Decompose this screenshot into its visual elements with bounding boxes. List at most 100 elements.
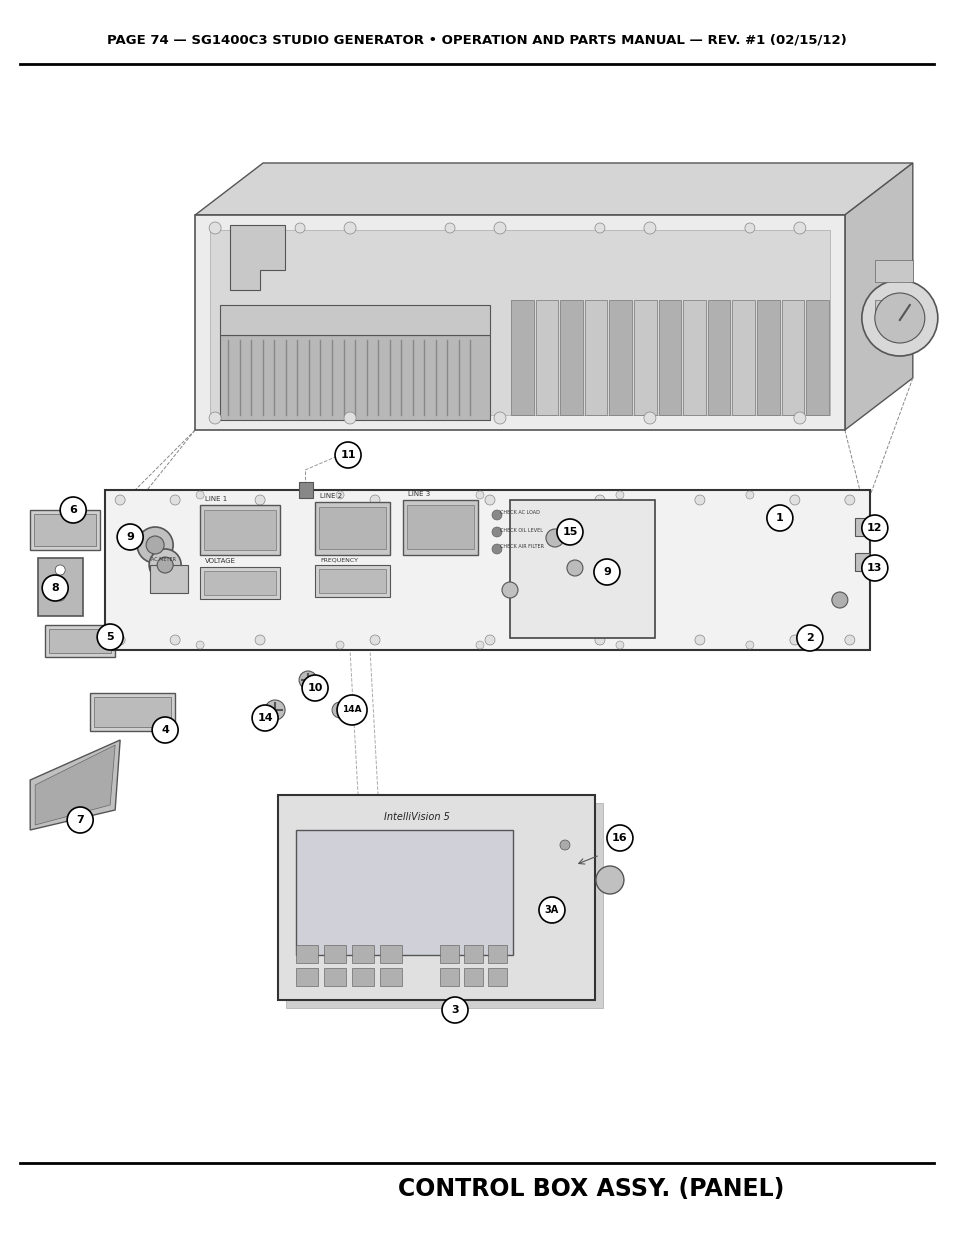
Text: LINE 1: LINE 1 (205, 496, 227, 501)
Circle shape (55, 564, 65, 576)
FancyBboxPatch shape (352, 968, 374, 986)
FancyBboxPatch shape (324, 968, 346, 986)
FancyBboxPatch shape (757, 300, 779, 415)
Polygon shape (30, 740, 120, 830)
Circle shape (302, 676, 328, 701)
FancyBboxPatch shape (732, 300, 754, 415)
Circle shape (566, 559, 582, 576)
Circle shape (55, 592, 65, 601)
Circle shape (146, 536, 164, 555)
Text: 10: 10 (307, 683, 322, 693)
FancyBboxPatch shape (298, 482, 313, 498)
Circle shape (793, 412, 805, 424)
FancyBboxPatch shape (295, 830, 513, 955)
Circle shape (441, 997, 468, 1023)
FancyBboxPatch shape (210, 230, 829, 415)
Circle shape (538, 897, 564, 923)
FancyBboxPatch shape (324, 945, 346, 963)
Circle shape (335, 492, 344, 499)
FancyBboxPatch shape (781, 300, 803, 415)
Text: 1: 1 (775, 513, 783, 522)
Circle shape (492, 510, 501, 520)
Polygon shape (286, 803, 602, 1008)
Circle shape (844, 635, 854, 645)
Circle shape (298, 671, 316, 689)
Circle shape (209, 222, 221, 233)
FancyBboxPatch shape (510, 500, 655, 638)
FancyBboxPatch shape (34, 514, 96, 546)
Text: CHECK OIL LEVEL: CHECK OIL LEVEL (499, 527, 542, 532)
Circle shape (694, 635, 704, 645)
Circle shape (117, 524, 143, 550)
FancyBboxPatch shape (874, 261, 912, 282)
FancyBboxPatch shape (200, 505, 280, 555)
Circle shape (643, 222, 656, 233)
Circle shape (335, 641, 344, 650)
Circle shape (545, 529, 563, 547)
Text: 11: 11 (340, 450, 355, 459)
Circle shape (170, 495, 180, 505)
Circle shape (484, 635, 495, 645)
Circle shape (476, 492, 483, 499)
Polygon shape (230, 225, 285, 290)
FancyBboxPatch shape (220, 335, 490, 420)
Circle shape (157, 557, 172, 573)
Text: 16: 16 (612, 832, 627, 844)
Circle shape (616, 492, 623, 499)
FancyBboxPatch shape (854, 517, 868, 536)
Text: IntelliVision 5: IntelliVision 5 (383, 811, 449, 823)
Text: CHECK AIR FILTER: CHECK AIR FILTER (499, 545, 543, 550)
Circle shape (294, 224, 305, 233)
Circle shape (67, 806, 93, 832)
Circle shape (149, 550, 181, 580)
Circle shape (616, 641, 623, 650)
FancyBboxPatch shape (204, 510, 275, 550)
Text: 3: 3 (451, 1005, 458, 1015)
Circle shape (265, 700, 285, 720)
Text: 9: 9 (126, 532, 134, 542)
FancyBboxPatch shape (584, 300, 607, 415)
FancyBboxPatch shape (511, 300, 533, 415)
Circle shape (796, 625, 822, 651)
Circle shape (789, 495, 799, 505)
FancyBboxPatch shape (379, 968, 401, 986)
Circle shape (745, 492, 753, 499)
FancyBboxPatch shape (874, 300, 912, 322)
Circle shape (595, 495, 604, 505)
FancyBboxPatch shape (314, 501, 390, 555)
FancyBboxPatch shape (407, 505, 474, 550)
Text: CONTROL BOX ASSY. (PANEL): CONTROL BOX ASSY. (PANEL) (397, 1177, 783, 1202)
Text: 7: 7 (76, 815, 84, 825)
Circle shape (252, 705, 277, 731)
FancyBboxPatch shape (402, 500, 477, 555)
Text: 6: 6 (70, 505, 77, 515)
Polygon shape (844, 163, 912, 430)
Polygon shape (195, 163, 912, 215)
FancyBboxPatch shape (91, 693, 175, 731)
FancyBboxPatch shape (658, 300, 680, 415)
FancyBboxPatch shape (295, 945, 317, 963)
FancyBboxPatch shape (488, 968, 506, 986)
Circle shape (595, 224, 604, 233)
FancyBboxPatch shape (220, 305, 490, 335)
Circle shape (137, 527, 172, 563)
Text: 12: 12 (866, 522, 882, 534)
Circle shape (492, 543, 501, 555)
Text: CHECK AC LOAD: CHECK AC LOAD (499, 510, 539, 515)
Circle shape (115, 495, 125, 505)
FancyBboxPatch shape (30, 510, 100, 550)
FancyBboxPatch shape (94, 697, 171, 727)
Circle shape (170, 635, 180, 645)
Text: 5: 5 (106, 632, 113, 642)
FancyBboxPatch shape (200, 567, 280, 599)
Circle shape (606, 825, 632, 851)
Circle shape (60, 496, 86, 522)
FancyBboxPatch shape (379, 945, 401, 963)
Circle shape (831, 592, 847, 608)
Circle shape (557, 519, 582, 545)
Circle shape (332, 701, 348, 718)
FancyBboxPatch shape (204, 571, 275, 595)
FancyBboxPatch shape (352, 945, 374, 963)
Circle shape (501, 582, 517, 598)
Circle shape (196, 641, 204, 650)
